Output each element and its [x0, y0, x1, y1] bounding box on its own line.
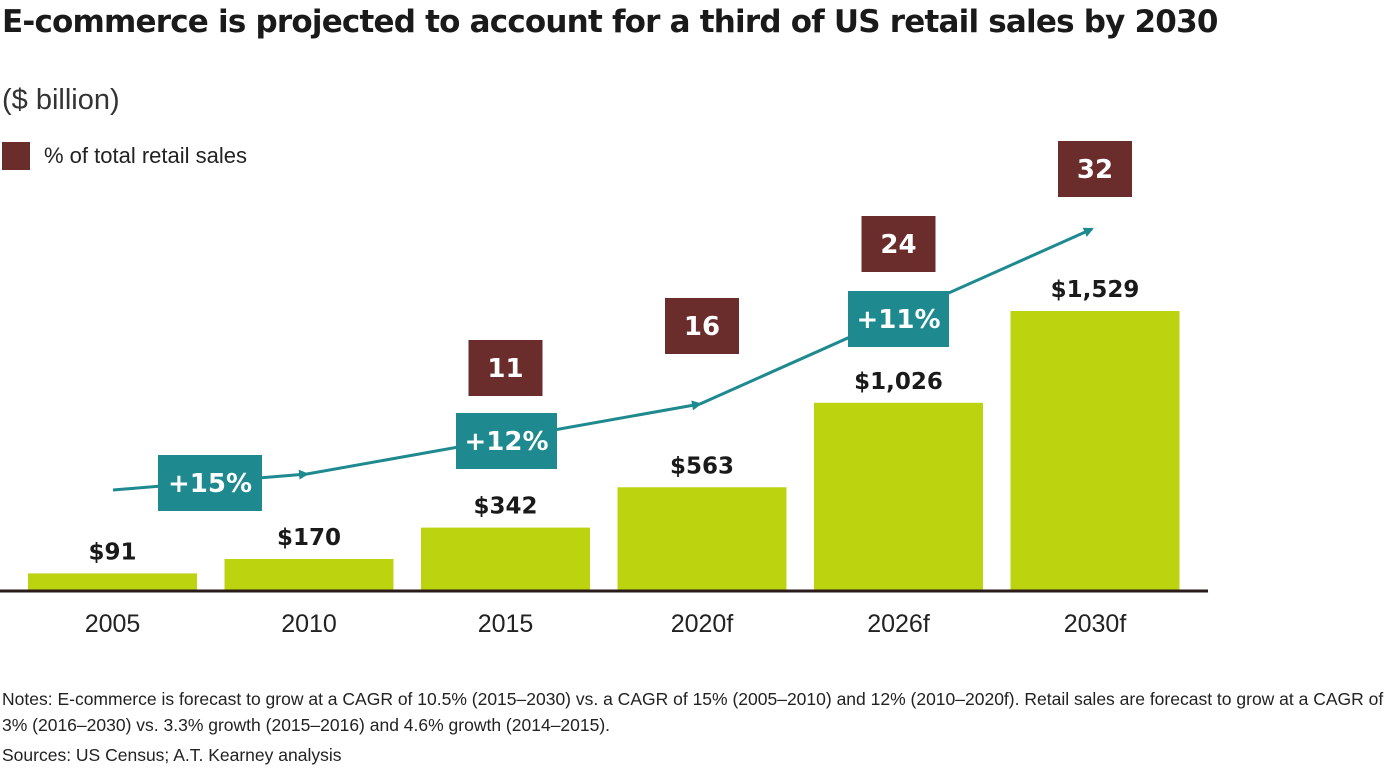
value-label-2026f: $1,026 — [854, 369, 943, 395]
bar-2010 — [224, 558, 394, 590]
chart-title: E-commerce is projected to account for a… — [2, 4, 1218, 40]
bar-2026f — [814, 402, 983, 590]
tick-label-2030f: 2030f — [1064, 610, 1127, 638]
sources: Sources: US Census; A.T. Kearney analysi… — [2, 745, 342, 765]
cagr-box-2 — [456, 413, 557, 469]
notes: Notes: E-commerce is forecast to grow at… — [2, 689, 1384, 735]
value-label-2030f: $1,529 — [1051, 277, 1140, 303]
unit-label: ($ billion) — [2, 84, 120, 116]
share-label-2026f: 24 — [880, 230, 916, 260]
bar-2030f — [1010, 311, 1180, 590]
cagr-label-2: +12% — [464, 427, 548, 457]
cagr-label-3: +11% — [856, 305, 940, 335]
tick-label-2010: 2010 — [281, 610, 337, 638]
bar-2020f — [617, 487, 787, 590]
value-label-2015: $342 — [473, 494, 537, 520]
tick-label-2005: 2005 — [85, 610, 141, 638]
bar-chart: $91 2005 $170 2010 $342 2015 $563 2020f $1,026 20… — [0, 141, 1208, 638]
bar-2005 — [28, 573, 197, 590]
share-box-2030f — [1058, 141, 1132, 197]
share-label-2030f: 32 — [1077, 155, 1113, 185]
share-label-2015: 11 — [487, 354, 523, 384]
value-label-2010: $170 — [277, 525, 341, 551]
legend-label: % of total retail sales — [44, 143, 247, 168]
share-box-2020f — [665, 298, 739, 354]
legend-swatch — [2, 142, 30, 170]
value-label-2005: $91 — [88, 539, 136, 565]
cagr-box-1 — [158, 455, 262, 511]
share-label-2020f: 16 — [684, 312, 720, 342]
cagr-label-1: +15% — [168, 469, 252, 499]
share-box-2026f — [861, 216, 936, 272]
value-label-2020f: $563 — [670, 453, 734, 479]
bar-2015 — [421, 527, 590, 590]
cagr-box-3 — [848, 291, 949, 347]
tick-label-2015: 2015 — [478, 610, 534, 638]
share-box-2015 — [468, 340, 543, 396]
tick-label-2020f: 2020f — [671, 610, 734, 638]
tick-label-2026f: 2026f — [867, 610, 930, 638]
legend: % of total retail sales — [2, 142, 247, 170]
